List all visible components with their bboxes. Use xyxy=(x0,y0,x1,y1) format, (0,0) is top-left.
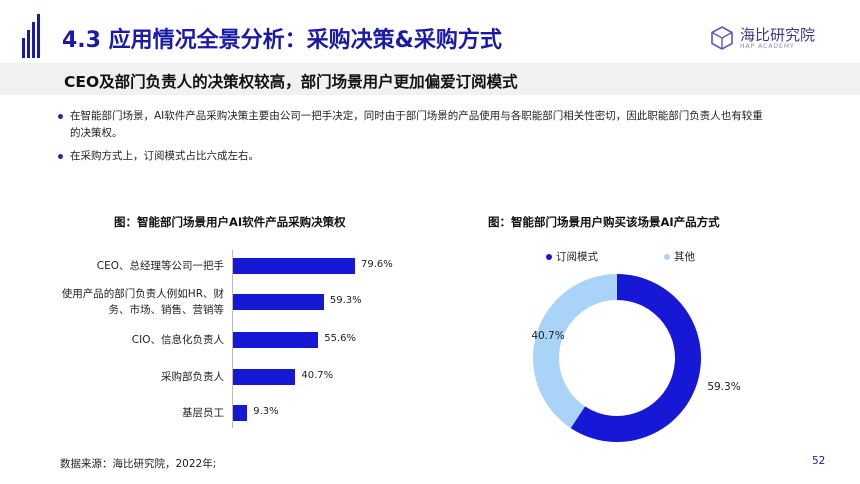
page-subtitle: CEO及部门负责人的决策权较高，部门场景用户更加偏爱订阅模式 xyxy=(64,73,518,91)
bar-value-3: 55.6% xyxy=(324,333,356,344)
donut-legend: 订阅模式 其他 xyxy=(546,249,695,264)
bar-category-5: 基层员工 xyxy=(182,407,224,419)
bars-logo-icon xyxy=(22,14,40,58)
page-header: 4.3 应用情况全景分析：采购决策&采购方式 海比研究院 HAP ACADEMY xyxy=(0,0,860,64)
page-number: 52 xyxy=(812,455,826,467)
bar-value-1: 79.6% xyxy=(361,259,393,270)
bar-2 xyxy=(233,294,324,310)
bullet-dot-icon xyxy=(58,154,63,159)
bar-value-2: 59.3% xyxy=(329,295,362,306)
donut-chart-title: 图：智能部门场景用户购买该场景AI产品方式 xyxy=(488,215,720,229)
bullet-dot-icon xyxy=(58,114,63,119)
bullet-text-2: 在采购方式上，订阅模式占比六成左右。 xyxy=(70,150,259,162)
legend-swatch-other xyxy=(664,253,670,260)
donut-value-1: 59.3% xyxy=(707,381,740,393)
bullet-text-1: 在智能部门场景，AI软件产品采购决策主要由公司一把手决定，同时由于部门场景的产品… xyxy=(70,110,763,139)
bar-3 xyxy=(233,332,319,348)
bar-category-3: CIO、信息化负责人 xyxy=(131,334,224,346)
donut-slice-2 xyxy=(533,274,617,429)
bullet-2: 在采购方式上，订阅模式占比六成左右。 xyxy=(58,148,770,165)
bar-chart-title: 图：智能部门场景用户AI软件产品采购决策权 xyxy=(114,215,346,229)
legend-label-other: 其他 xyxy=(674,251,695,263)
donut-value-2: 40.7% xyxy=(531,330,564,342)
bar-5 xyxy=(233,405,248,421)
brand-name: 海比研究院 xyxy=(740,26,816,44)
legend-label-subscription: 订阅模式 xyxy=(556,251,598,263)
bar-value-5: 9.3% xyxy=(253,406,279,417)
page-title: 4.3 应用情况全景分析：采购决策&采购方式 xyxy=(62,28,502,53)
bar-category-2: 使用产品的部门负责人例如HR、财 务、市场、销售、营销等 xyxy=(61,288,224,316)
bar-4 xyxy=(233,369,296,385)
bar-axis-line xyxy=(232,250,233,428)
subtitle-bar: CEO及部门负责人的决策权较高，部门场景用户更加偏爱订阅模式 xyxy=(0,63,860,95)
brand-logo: 海比研究院 HAP ACADEMY xyxy=(710,24,830,54)
donut-slice-1 xyxy=(570,274,701,442)
data-source: 数据来源：海比研究院，2022年; xyxy=(60,458,217,470)
brand-sub: HAP ACADEMY xyxy=(740,43,795,50)
bullet-1: 在智能部门场景，AI软件产品采购决策主要由公司一把手决定，同时由于部门场景的产品… xyxy=(58,108,770,142)
bar-category-1: CEO、总经理等公司一把手 xyxy=(96,260,224,272)
bar-1 xyxy=(233,258,355,274)
cube-logo-icon xyxy=(711,26,733,50)
legend-swatch-subscription xyxy=(546,253,552,260)
bar-value-4: 40.7% xyxy=(301,370,334,381)
bar-category-4: 采购部负责人 xyxy=(161,371,224,383)
